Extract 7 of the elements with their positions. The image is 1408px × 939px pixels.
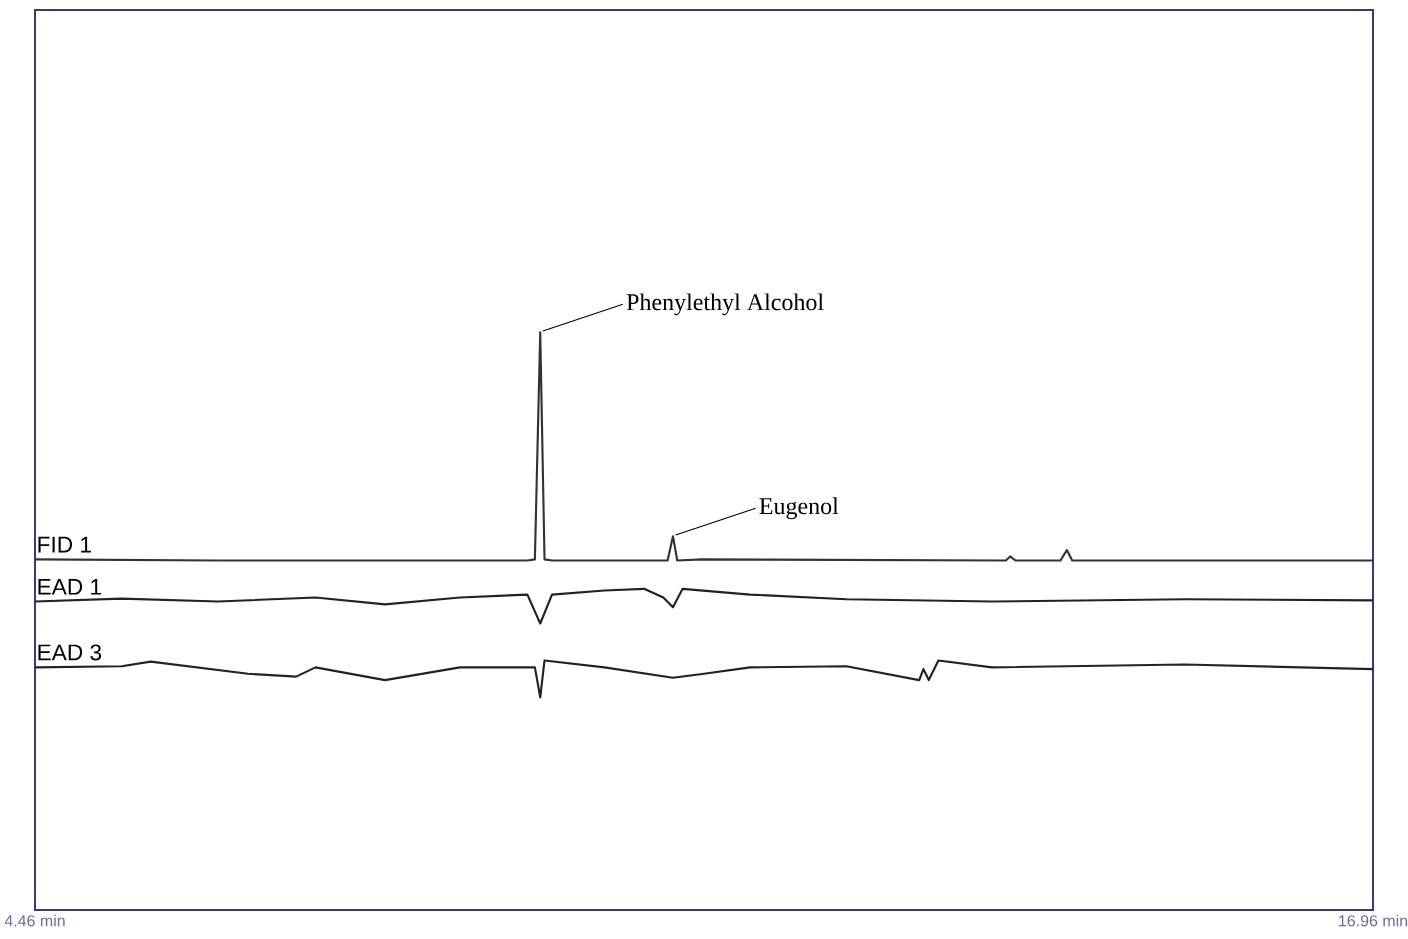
series-label: FID 1 [38, 536, 91, 553]
x-tick-label: 4.46 min [4, 914, 65, 927]
annotation: Eugenol [759, 497, 839, 520]
series-label: EAD 3 [38, 644, 102, 661]
series-label: EAD 1 [38, 578, 101, 595]
annotation: Phenylethyl Alcohol [626, 293, 824, 316]
x-tick-label: 16.96 min [1339, 914, 1408, 927]
